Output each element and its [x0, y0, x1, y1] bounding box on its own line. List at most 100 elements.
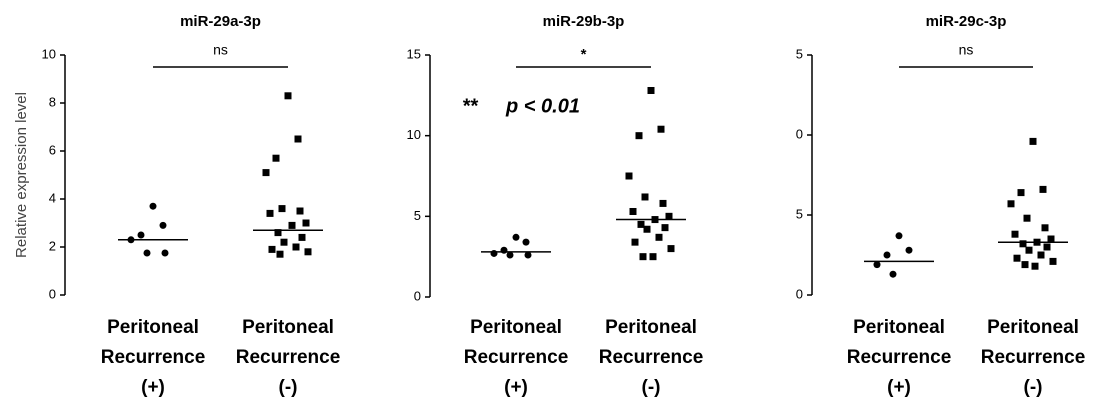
y-tick-label: 6 [49, 142, 56, 157]
data-point [524, 251, 532, 259]
data-point [278, 205, 286, 213]
y-tick-label: 5 [796, 206, 803, 221]
x-tick-label: Recurrence [101, 347, 206, 368]
data-point [522, 238, 530, 246]
data-point [262, 169, 270, 177]
data-point [659, 199, 667, 207]
data-point [1043, 243, 1051, 251]
x-tick-label: Recurrence [599, 347, 704, 368]
x-tick-label: Recurrence [847, 347, 952, 368]
data-point [490, 249, 498, 257]
data-point [649, 253, 657, 261]
panel-title: miR-29a-3p [180, 13, 261, 30]
data-point [629, 207, 637, 215]
data-point [873, 261, 881, 269]
data-point [655, 233, 663, 241]
x-tick-label: Peritoneal [107, 317, 199, 338]
data-point [149, 202, 157, 210]
data-point [667, 245, 675, 253]
x-tick-label: Peritoneal [470, 317, 562, 338]
data-point [292, 243, 300, 251]
data-point [276, 250, 284, 258]
data-point [280, 238, 288, 246]
x-tick-label: (+) [141, 377, 165, 398]
data-point [643, 225, 651, 233]
data-point [266, 209, 274, 217]
data-point [1037, 251, 1045, 259]
x-tick-label: (+) [887, 377, 911, 398]
y-tick-label: 0 [414, 288, 421, 303]
data-point [500, 246, 508, 254]
data-point [298, 233, 306, 241]
data-point [639, 253, 647, 261]
data-point [296, 207, 304, 215]
y-tick-label: 5 [796, 46, 803, 61]
data-point [625, 172, 633, 180]
data-point [1047, 235, 1055, 243]
data-point [637, 220, 645, 228]
data-point [302, 219, 310, 227]
data-point [883, 251, 891, 259]
data-point [506, 251, 514, 259]
data-point [905, 246, 913, 254]
data-point [304, 248, 312, 256]
data-point [294, 135, 302, 143]
data-point [1021, 261, 1029, 269]
data-point [288, 221, 296, 229]
x-tick-label: Recurrence [464, 347, 569, 368]
data-point [272, 154, 280, 162]
x-tick-label: (-) [642, 377, 661, 398]
data-point [1013, 254, 1021, 262]
data-point [161, 249, 169, 257]
data-point [1025, 246, 1033, 254]
data-point [1023, 214, 1031, 222]
data-point [1041, 224, 1049, 232]
panel-title: miR-29c-3p [926, 13, 1007, 30]
y-tick-label: 0 [796, 126, 803, 141]
data-point [284, 92, 292, 100]
x-tick-label: Peritoneal [242, 317, 334, 338]
data-point [137, 231, 145, 239]
data-point [895, 232, 903, 240]
x-tick-label: (-) [279, 377, 298, 398]
y-tick-label: 8 [49, 94, 56, 109]
x-tick-label: (-) [1024, 377, 1043, 398]
x-tick-label: Peritoneal [853, 317, 945, 338]
data-point [641, 193, 649, 201]
panel-title: miR-29b-3p [543, 13, 625, 30]
data-point [1007, 200, 1015, 208]
y-tick-label: 5 [414, 208, 421, 223]
data-point [889, 270, 897, 278]
y-tick-label: 2 [49, 238, 56, 253]
y-tick-label: 10 [407, 127, 421, 142]
data-point [631, 238, 639, 246]
y-tick-label: 0 [49, 286, 56, 301]
data-point [143, 249, 151, 257]
data-point [1017, 189, 1025, 197]
y-tick-label: 15 [407, 46, 421, 61]
data-point [1049, 257, 1057, 265]
data-point [1031, 262, 1039, 270]
x-tick-label: Peritoneal [605, 317, 697, 338]
data-point [268, 245, 276, 253]
data-point [274, 229, 282, 237]
significance-label: ns [213, 42, 228, 58]
data-point [512, 233, 520, 241]
x-tick-label: Peritoneal [987, 317, 1079, 338]
x-tick-label: (+) [504, 377, 528, 398]
y-tick-label: 4 [49, 190, 56, 205]
data-point [665, 212, 673, 220]
data-point [1029, 137, 1037, 145]
y-tick-label: 0 [796, 286, 803, 301]
data-point [657, 125, 665, 133]
data-point [647, 86, 655, 94]
data-point [661, 224, 669, 232]
data-point [635, 132, 643, 140]
data-point [159, 221, 167, 229]
data-point [1039, 185, 1047, 193]
annotation: ** [462, 95, 479, 117]
y-tick-label: 10 [42, 46, 56, 61]
y-axis-label: Relative expression level [13, 92, 30, 258]
significance-label: ns [959, 42, 974, 58]
